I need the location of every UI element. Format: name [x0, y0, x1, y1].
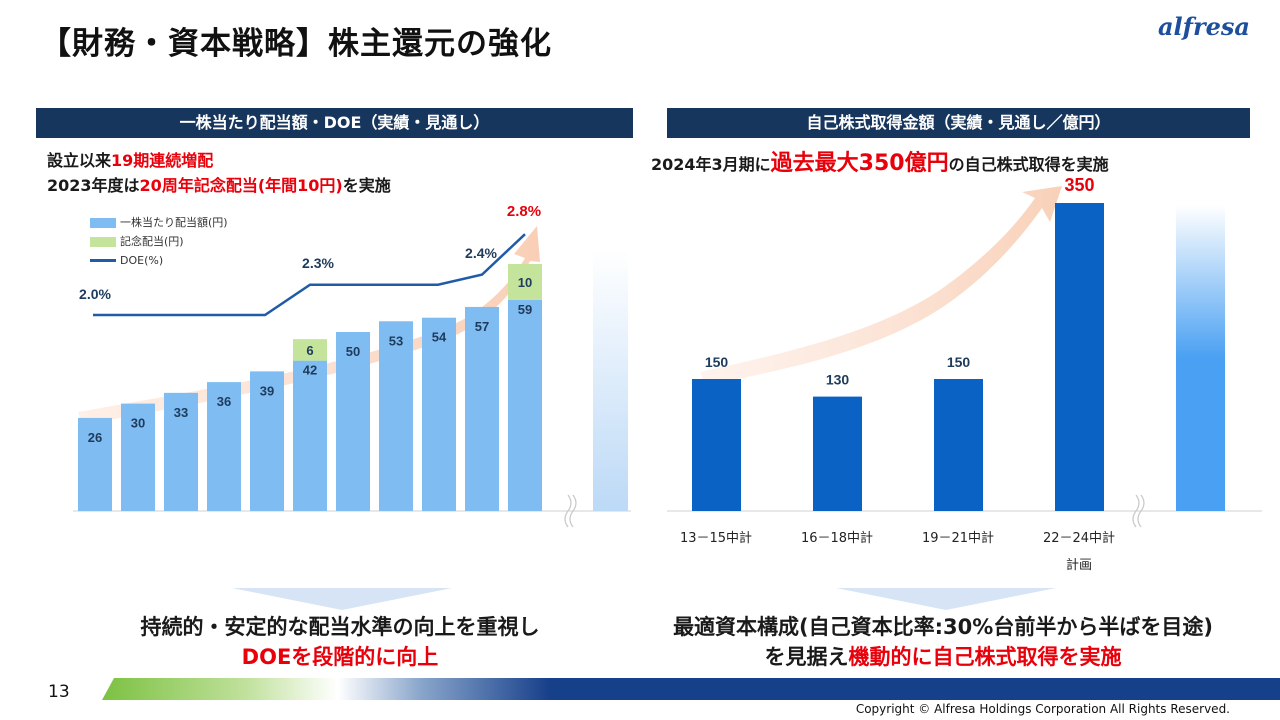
intro-text: の自己株式取得を実施 — [948, 155, 1109, 174]
x-tick-label: 16－18中計 — [800, 531, 874, 546]
legend-swatch-memorial — [90, 236, 116, 247]
intro-highlight: 過去最大350億円 — [770, 151, 949, 176]
dividend-bar — [164, 392, 198, 511]
legend-label-dividend: 一株当たり配当額(円) — [120, 216, 228, 229]
dividend-bar — [78, 417, 112, 511]
doe-value-label: 2.3% — [302, 255, 334, 271]
dividend-bar — [465, 306, 499, 511]
right-future-bar — [1176, 205, 1225, 511]
x-tick-note: 計画 — [1065, 558, 1092, 573]
dividend-summary: 持続的・安定的な配当水準の向上を重視し DOEを段階的に向上 — [40, 612, 640, 672]
dividend-bar — [121, 403, 155, 511]
dividend-bar — [293, 360, 327, 511]
logo-text: alfresa — [1158, 12, 1250, 41]
memorial-bar — [508, 263, 542, 300]
dividend-value-label: 36 — [217, 394, 231, 409]
memorial-value-label: 6 — [306, 343, 313, 358]
legend-label-memorial: 記念配当(円) — [120, 235, 184, 248]
left-panel-header: 一株当たり配当額・DOE（実績・見通し） — [36, 108, 633, 138]
copyright: Copyright © Alfresa Holdings Corporation… — [855, 702, 1230, 716]
doe-value-label: 2.8% — [507, 203, 541, 220]
doe-value-label: 2.0% — [79, 286, 111, 302]
summary-text: 最適資本構成(自己資本比率:30%台前半から半ばを目途) — [673, 615, 1213, 639]
buyback-value-label: 150 — [705, 354, 729, 370]
dividend-bar — [422, 317, 456, 511]
buyback-value-label: 150 — [947, 354, 971, 370]
intro-text: 2024年3月期に — [651, 155, 771, 174]
down-triangle-left — [232, 588, 452, 610]
dividend-value-label: 53 — [389, 333, 403, 348]
summary-highlight: DOEを段階的に向上 — [241, 645, 439, 669]
x-tick-label: 19－21中計 — [921, 531, 995, 546]
buyback-value-label: 130 — [826, 372, 850, 388]
buyback-bar — [813, 396, 862, 511]
chart-legend: 一株当たり配当額(円) 記念配当(円) DOE(%) — [90, 213, 228, 270]
dividend-value-label: 54 — [432, 330, 447, 345]
buyback-value-label: 350 — [1064, 175, 1094, 195]
dividend-value-label: 50 — [346, 344, 360, 359]
intro-text: を実施 — [342, 176, 391, 195]
dividend-value-label: 42 — [303, 363, 317, 378]
right-panel-header: 自己株式取得金額（実績・見通し／億円） — [667, 108, 1250, 138]
summary-text: 持続的・安定的な配当水準の向上を重視し — [140, 615, 540, 639]
dividend-bar — [207, 382, 241, 511]
alfresa-logo: alfresa — [1158, 12, 1250, 41]
memorial-bar — [293, 339, 327, 361]
summary-highlight: 機動的に自己株式取得を実施 — [848, 645, 1122, 669]
footer-band — [102, 678, 1280, 700]
legend-swatch-doe — [90, 259, 116, 262]
intro-text: 2023年度は — [47, 176, 140, 195]
left-future-bar — [593, 250, 628, 511]
left-axis-break — [564, 494, 577, 528]
trend-arrow-right — [700, 186, 1062, 385]
memorial-value-label: 10 — [518, 275, 532, 290]
right-axis-break — [1132, 494, 1145, 528]
dividend-bar — [250, 371, 284, 511]
intro-highlight: 20周年記念配当(年間10円) — [139, 176, 343, 195]
page-number: 13 — [48, 682, 70, 702]
x-tick-label: 13－15中計 — [679, 531, 753, 546]
dividend-value-label: 26 — [88, 430, 102, 445]
dividend-value-label: 59 — [518, 302, 532, 317]
dividend-bar — [379, 321, 413, 511]
intro-highlight: 19期連続増配 — [111, 151, 214, 170]
doe-value-label: 2.4% — [465, 245, 497, 261]
buyback-intro: 2024年3月期に過去最大350億円の自己株式取得を実施 — [651, 145, 1109, 177]
buyback-bar — [692, 379, 741, 511]
dividend-intro: 設立以来19期連続増配 2023年度は20周年記念配当(年間10円)を実施 — [47, 148, 391, 198]
buyback-summary: 最適資本構成(自己資本比率:30%台前半から半ばを目途) を見据え機動的に自己株… — [636, 612, 1250, 672]
intro-text: 設立以来 — [47, 151, 112, 170]
legend-swatch-dividend — [90, 217, 116, 228]
dividend-value-label: 30 — [131, 416, 145, 431]
page-title: 【財務・資本戦略】株主還元の強化 — [40, 26, 552, 62]
down-triangle-right — [836, 588, 1056, 610]
dividend-bar — [508, 299, 542, 511]
x-tick-label: 22－24中計 — [1042, 531, 1116, 546]
legend-label-doe: DOE(%) — [120, 254, 164, 267]
dividend-value-label: 33 — [174, 405, 188, 420]
summary-text: を見据え — [764, 645, 849, 669]
buyback-bar — [934, 379, 983, 511]
buyback-bar — [1055, 203, 1104, 511]
dividend-bar — [336, 332, 370, 511]
dividend-value-label: 39 — [260, 383, 274, 398]
dividend-value-label: 57 — [475, 319, 489, 334]
